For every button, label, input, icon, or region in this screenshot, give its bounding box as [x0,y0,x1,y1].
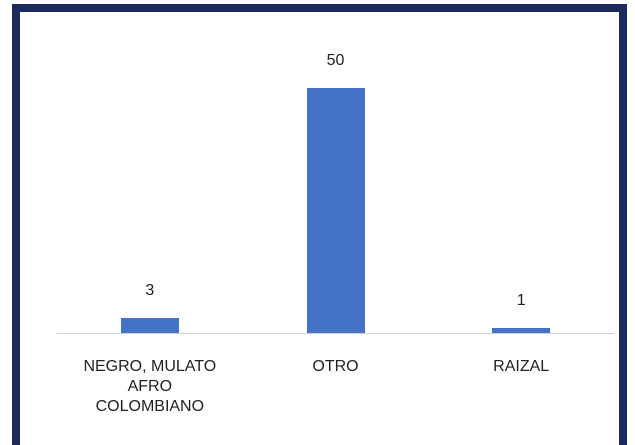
x-tick-label: RAIZAL [493,358,550,375]
x-axis [57,333,614,334]
data-label: 1 [516,292,526,310]
bar [120,318,179,333]
x-tick-label: OTRO [312,358,359,375]
x-tick-label: NEGRO, MULATO AFRO COLOMBIANO [83,358,217,415]
bar [492,328,551,333]
data-label: 50 [326,52,345,69]
data-label: 3 [145,282,155,300]
bar [306,88,365,333]
